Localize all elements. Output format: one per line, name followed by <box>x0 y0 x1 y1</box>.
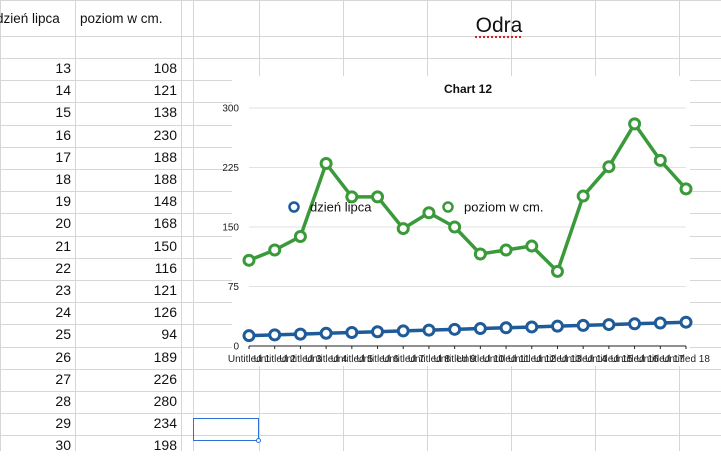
data-point[interactable] <box>270 330 280 340</box>
y-tick-label: 75 <box>228 282 240 293</box>
data-point[interactable] <box>681 184 691 194</box>
data-point[interactable] <box>655 155 665 165</box>
y-tick-label: 300 <box>222 104 239 115</box>
data-point[interactable] <box>655 318 665 328</box>
data-point[interactable] <box>552 321 562 331</box>
y-tick-label: 0 <box>233 342 239 353</box>
data-point[interactable] <box>398 326 408 336</box>
data-point[interactable] <box>295 329 305 339</box>
data-point[interactable] <box>475 249 485 259</box>
y-tick-label: 225 <box>222 163 239 174</box>
data-point[interactable] <box>398 224 408 234</box>
data-point[interactable] <box>450 222 460 232</box>
data-point[interactable] <box>450 324 460 334</box>
legend-label: dzień lipca <box>310 200 372 215</box>
data-point[interactable] <box>552 266 562 276</box>
fill-handle[interactable] <box>256 438 261 443</box>
legend-marker <box>444 203 453 212</box>
data-point[interactable] <box>501 323 511 333</box>
data-point[interactable] <box>373 327 383 337</box>
selected-cell[interactable] <box>193 418 259 441</box>
data-point[interactable] <box>501 245 511 255</box>
data-point[interactable] <box>321 159 331 169</box>
data-point[interactable] <box>424 325 434 335</box>
data-point[interactable] <box>295 232 305 242</box>
data-point[interactable] <box>373 192 383 202</box>
data-point[interactable] <box>321 328 331 338</box>
data-point[interactable] <box>475 324 485 334</box>
legend-label: poziom w cm. <box>464 200 543 215</box>
data-point[interactable] <box>244 255 254 265</box>
data-point[interactable] <box>347 328 357 338</box>
legend-marker <box>290 203 299 212</box>
data-point[interactable] <box>630 319 640 329</box>
data-point[interactable] <box>527 241 537 251</box>
data-point[interactable] <box>630 119 640 129</box>
data-point[interactable] <box>578 320 588 330</box>
data-point[interactable] <box>681 317 691 327</box>
data-point[interactable] <box>604 320 614 330</box>
data-point[interactable] <box>270 245 280 255</box>
data-point[interactable] <box>604 162 614 172</box>
data-point[interactable] <box>578 191 588 201</box>
chart-title: Chart 12 <box>444 82 492 96</box>
x-tick-label: Untitled 18 <box>662 354 710 365</box>
data-point[interactable] <box>527 322 537 332</box>
data-point[interactable] <box>244 331 254 341</box>
data-point[interactable] <box>424 208 434 218</box>
y-tick-label: 150 <box>222 223 239 234</box>
